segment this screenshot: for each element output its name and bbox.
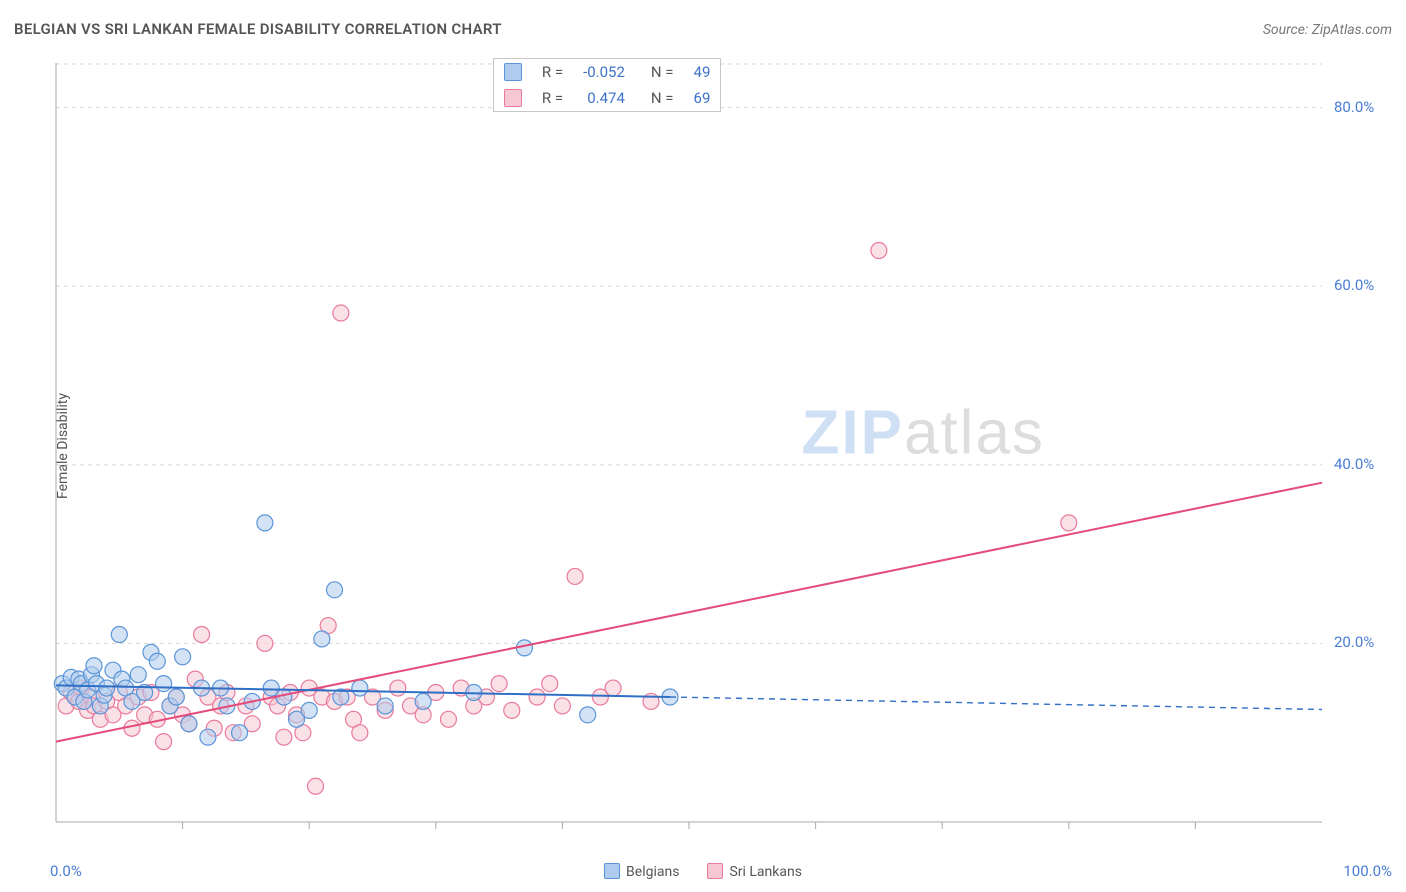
trendline-srilankans xyxy=(56,483,1322,742)
y-tick-label: 40.0% xyxy=(1334,455,1374,473)
chart-area: ZIPatlas xyxy=(50,55,1392,852)
y-tick-label: 60.0% xyxy=(1334,276,1374,294)
data-point xyxy=(194,626,210,642)
data-point xyxy=(504,702,520,718)
chart-title: BELGIAN VS SRI LANKAN FEMALE DISABILITY … xyxy=(14,20,502,38)
data-point xyxy=(86,658,102,674)
data-point xyxy=(257,515,273,531)
trendline-belgians-ext xyxy=(670,697,1322,710)
data-point xyxy=(130,667,146,683)
data-point xyxy=(529,689,545,705)
legend-item-belgians: Belgians xyxy=(604,863,679,880)
data-point xyxy=(352,680,368,696)
data-point xyxy=(156,734,172,750)
legend-swatch-srilankans xyxy=(707,863,723,879)
legend-item-srilankans: Sri Lankans xyxy=(707,863,802,880)
data-point xyxy=(111,626,127,642)
data-point xyxy=(327,582,343,598)
legend-swatch-belgians xyxy=(604,863,620,879)
scatter-chart: ZIPatlas xyxy=(50,55,1392,852)
data-point xyxy=(276,729,292,745)
data-point xyxy=(440,711,456,727)
y-tick-label: 20.0% xyxy=(1334,633,1374,651)
correlation-stats-box: R =-0.052N =49R =0.474N =69 xyxy=(493,58,722,112)
data-point xyxy=(1061,515,1077,531)
data-point xyxy=(605,680,621,696)
data-point xyxy=(871,243,887,259)
data-point xyxy=(200,729,216,745)
data-point xyxy=(308,778,324,794)
data-point xyxy=(390,680,406,696)
data-point xyxy=(99,680,115,696)
data-point xyxy=(149,653,165,669)
data-point xyxy=(232,725,248,741)
watermark: ZIPatlas xyxy=(802,399,1045,468)
data-point xyxy=(580,707,596,723)
data-point xyxy=(377,698,393,714)
data-point xyxy=(168,689,184,705)
data-point xyxy=(567,568,583,584)
source-label: Source: ZipAtlas.com xyxy=(1263,22,1392,38)
data-point xyxy=(301,702,317,718)
legend: Belgians Sri Lankans xyxy=(0,863,1406,880)
y-tick-label: 80.0% xyxy=(1334,98,1374,116)
data-point xyxy=(156,676,172,692)
data-point xyxy=(415,693,431,709)
data-point xyxy=(181,716,197,732)
data-point xyxy=(491,676,507,692)
data-point xyxy=(542,676,558,692)
data-point xyxy=(314,631,330,647)
data-point xyxy=(257,635,273,651)
data-point xyxy=(554,698,570,714)
data-point xyxy=(333,305,349,321)
data-point xyxy=(175,649,191,665)
data-point xyxy=(352,725,368,741)
